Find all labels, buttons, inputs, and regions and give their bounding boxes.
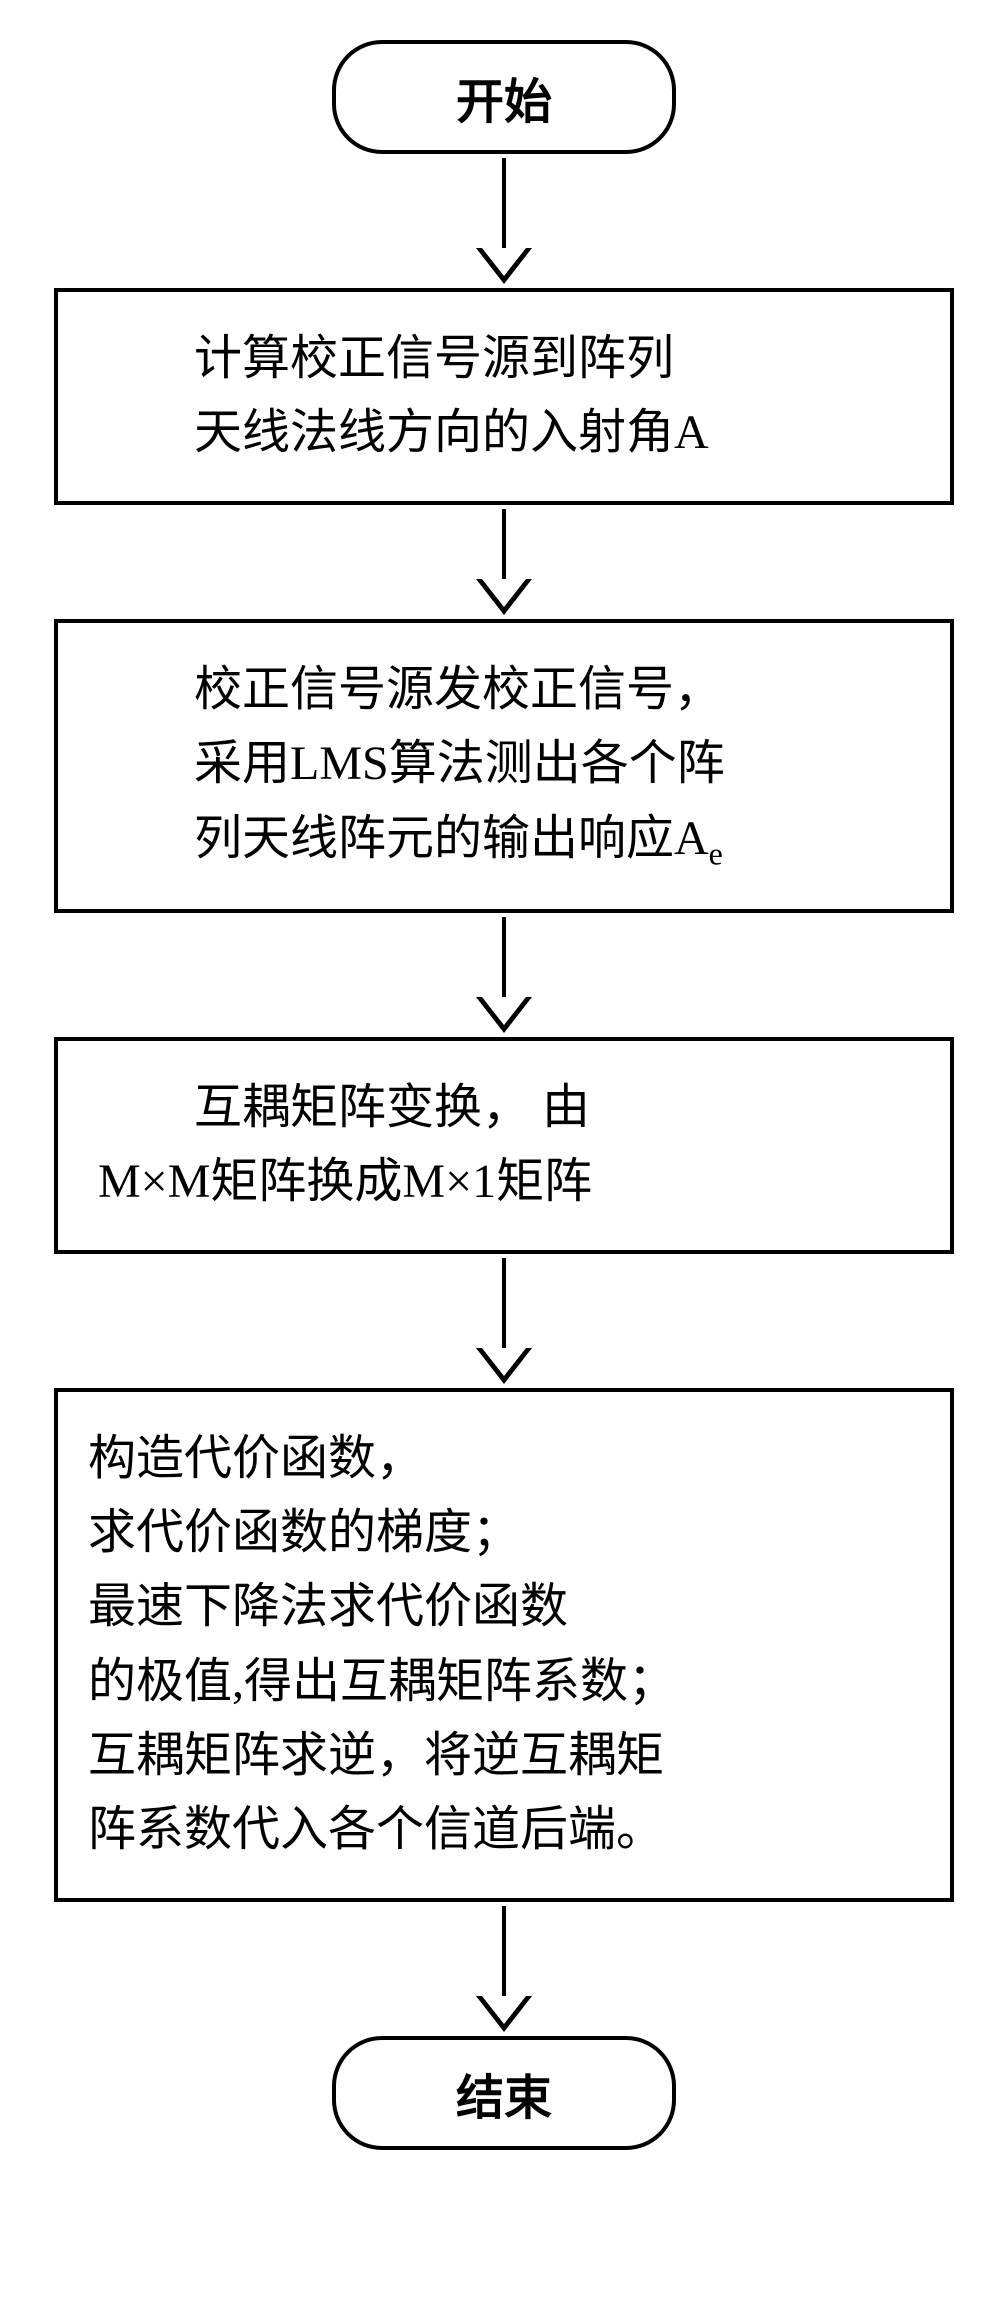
step2-line1: 校正信号源发校正信号， (98, 653, 910, 727)
step2-line3-text: 列天线阵元的输出响应A (194, 812, 709, 865)
flowchart-container: 开始 计算校正信号源到阵列 天线法线方向的入射角A 校正信号源发校正信号， 采用… (54, 40, 954, 2150)
arrow-line (502, 1906, 506, 1996)
arrow-1 (476, 154, 532, 288)
arrow-line (502, 1258, 506, 1348)
step4-line3: 最速下降法求代价函数 (88, 1570, 920, 1644)
arrow-2 (476, 505, 532, 619)
process-step1: 计算校正信号源到阵列 天线法线方向的入射角A (54, 288, 954, 505)
step2-line3: 列天线阵元的输出响应Ae (98, 802, 910, 879)
end-label: 结束 (456, 2072, 552, 2125)
process-step4: 构造代价函数， 求代价函数的梯度； 最速下降法求代价函数 的极值,得出互耦矩阵系… (54, 1388, 954, 1902)
subscript-e: e (709, 835, 723, 871)
step2-line2: 采用LMS算法测出各个阵 (98, 727, 910, 801)
arrow-4 (476, 1254, 532, 1388)
step1-line2: 天线法线方向的入射角A (98, 396, 910, 470)
end-terminal: 结束 (332, 2036, 676, 2150)
step1-line1: 计算校正信号源到阵列 (98, 322, 910, 396)
arrow-head (476, 997, 532, 1033)
arrow-head (476, 579, 532, 615)
arrow-line (502, 509, 506, 579)
step4-line6: 阵系数代入各个信道后端。 (88, 1793, 920, 1867)
process-step2: 校正信号源发校正信号， 采用LMS算法测出各个阵 列天线阵元的输出响应Ae (54, 619, 954, 913)
start-label: 开始 (456, 76, 552, 129)
step4-line4: 的极值,得出互耦矩阵系数； (88, 1645, 920, 1719)
arrow-5 (476, 1902, 532, 2036)
arrow-head (476, 1996, 532, 2032)
step3-line1: 互耦矩阵变换， 由 (98, 1071, 910, 1145)
step4-line1: 构造代价函数， (88, 1422, 920, 1496)
step4-line2: 求代价函数的梯度； (88, 1496, 920, 1570)
arrow-head (476, 248, 532, 284)
arrow-line (502, 158, 506, 248)
process-step3: 互耦矩阵变换， 由 M×M矩阵换成M×1矩阵 (54, 1037, 954, 1254)
arrow-head (476, 1348, 532, 1384)
arrow-line (502, 917, 506, 997)
step4-line5: 互耦矩阵求逆，将逆互耦矩 (88, 1719, 920, 1793)
step3-line2: M×M矩阵换成M×1矩阵 (98, 1145, 910, 1219)
start-terminal: 开始 (332, 40, 676, 154)
arrow-3 (476, 913, 532, 1037)
